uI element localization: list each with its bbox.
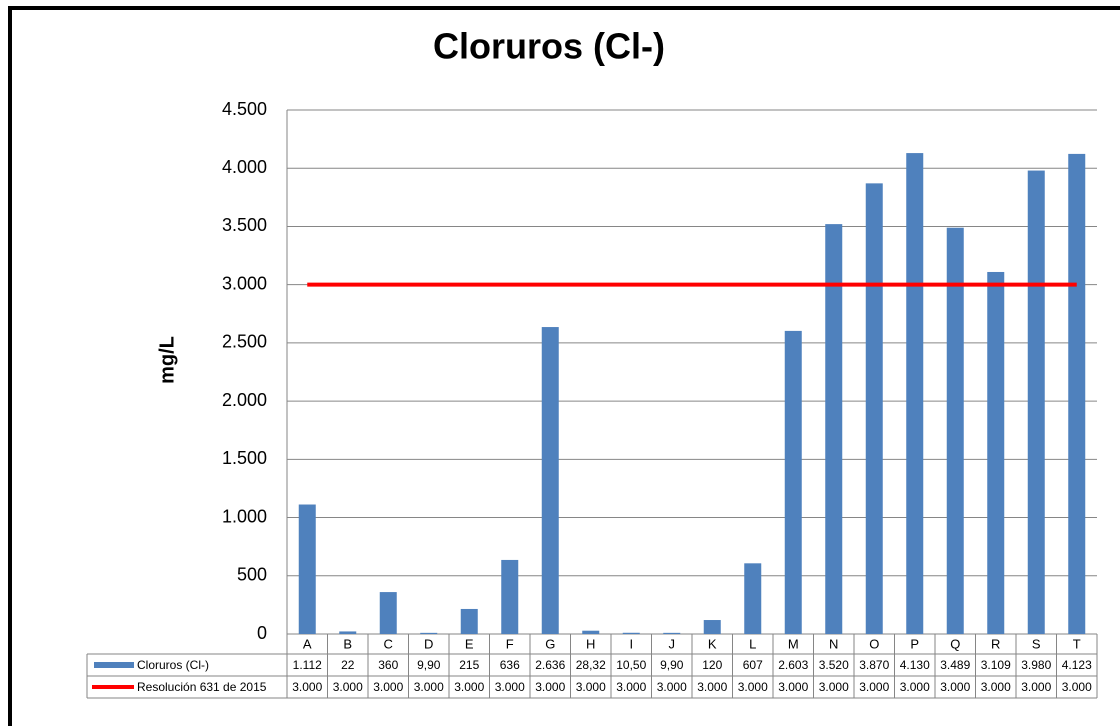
y-tick-label: 3.000 [222,273,267,293]
table-value: 3.000 [454,680,484,694]
x-tick-label: I [629,636,633,651]
y-tick-label: 500 [237,565,267,585]
y-tick-label: 1.000 [222,506,267,526]
table-value: 2.636 [535,658,565,672]
bar [541,327,559,634]
legend-key [94,662,134,668]
bar [582,630,600,634]
bar [501,559,519,634]
table-value: 3.000 [981,680,1011,694]
x-tick-label: M [788,636,799,651]
table-value: 3.000 [414,680,444,694]
bar [1068,153,1086,635]
x-tick-label: R [991,636,1000,651]
x-tick-label: P [910,636,919,651]
bar [946,227,964,634]
table-value: 3.000 [1062,680,1092,694]
bar [622,632,640,634]
bar [663,632,681,634]
table-value: 3.000 [373,680,403,694]
x-tick-label: F [506,636,514,651]
bar [460,608,478,634]
table-value: 3.109 [981,658,1011,672]
y-tick-label: 2.000 [222,390,267,410]
table-value: 1.112 [293,658,322,672]
x-tick-label: H [586,636,595,651]
y-tick-label: 2.500 [222,332,267,352]
table-value: 3.000 [819,680,849,694]
bar [1027,170,1045,634]
x-tick-label: G [545,636,555,651]
x-tick-label: L [749,636,756,651]
table-value: 3.520 [819,658,849,672]
x-tick-label: K [708,636,717,651]
table-value: 2.603 [778,658,808,672]
y-tick-label: 3.500 [222,215,267,235]
table-value: 3.000 [333,680,363,694]
bar [825,224,843,635]
table-value: 3.000 [1021,680,1051,694]
bar [744,563,762,634]
table-value: 4.130 [900,658,930,672]
y-tick-label: 4.000 [222,157,267,177]
table-value: 3.000 [292,680,322,694]
table-value: 3.000 [859,680,889,694]
table-value: 3.489 [940,658,970,672]
chart-frame [8,6,1120,726]
table-value: 22 [341,658,355,672]
x-tick-label: S [1032,636,1041,651]
table-value: 3.000 [940,680,970,694]
bar [703,620,721,634]
bar [298,504,316,634]
table-value: 3.000 [697,680,727,694]
table-value: 4.123 [1062,658,1092,672]
table-value: 3.000 [535,680,565,694]
table-value: 636 [500,658,520,672]
x-tick-label: C [384,636,393,651]
table-value: 3.000 [616,680,646,694]
x-tick-label: E [465,636,474,651]
y-axis-label: mg/L [156,336,178,384]
table-value: 120 [702,658,722,672]
table-value: 3.980 [1021,658,1051,672]
legend-label: Resolución 631 de 2015 [137,680,267,694]
bar [987,271,1005,634]
bar [420,632,438,634]
table-value: 3.000 [778,680,808,694]
y-tick-label: 4.500 [222,99,267,119]
table-value: 3.000 [495,680,525,694]
table-value: 9,90 [417,658,441,672]
table-value: 28,32 [576,658,606,672]
x-tick-label: N [829,636,838,651]
table-value: 360 [378,658,398,672]
table-value: 607 [743,658,763,672]
table-value: 9,90 [660,658,684,672]
x-tick-label: B [343,636,352,651]
bar [865,183,883,635]
table-value: 3.000 [576,680,606,694]
y-tick-label: 0 [257,623,267,643]
y-tick-label: 1.500 [222,448,267,468]
table-value: 3.870 [859,658,889,672]
table-value: 215 [459,658,479,672]
x-tick-label: T [1073,636,1081,651]
x-tick-label: Q [950,636,960,651]
bar [906,153,924,634]
chart-title: Cloruros (Cl-) [433,26,665,67]
table-value: 3.000 [657,680,687,694]
table-value: 3.000 [738,680,768,694]
x-tick-label: O [869,636,879,651]
legend-label: Cloruros (Cl-) [137,658,209,672]
bar [784,330,802,634]
table-value: 10,50 [616,658,646,672]
x-tick-label: D [424,636,433,651]
table-value: 3.000 [900,680,930,694]
x-tick-label: J [669,636,676,651]
x-tick-label: A [303,636,312,651]
bar [339,631,357,634]
bar [379,592,397,634]
